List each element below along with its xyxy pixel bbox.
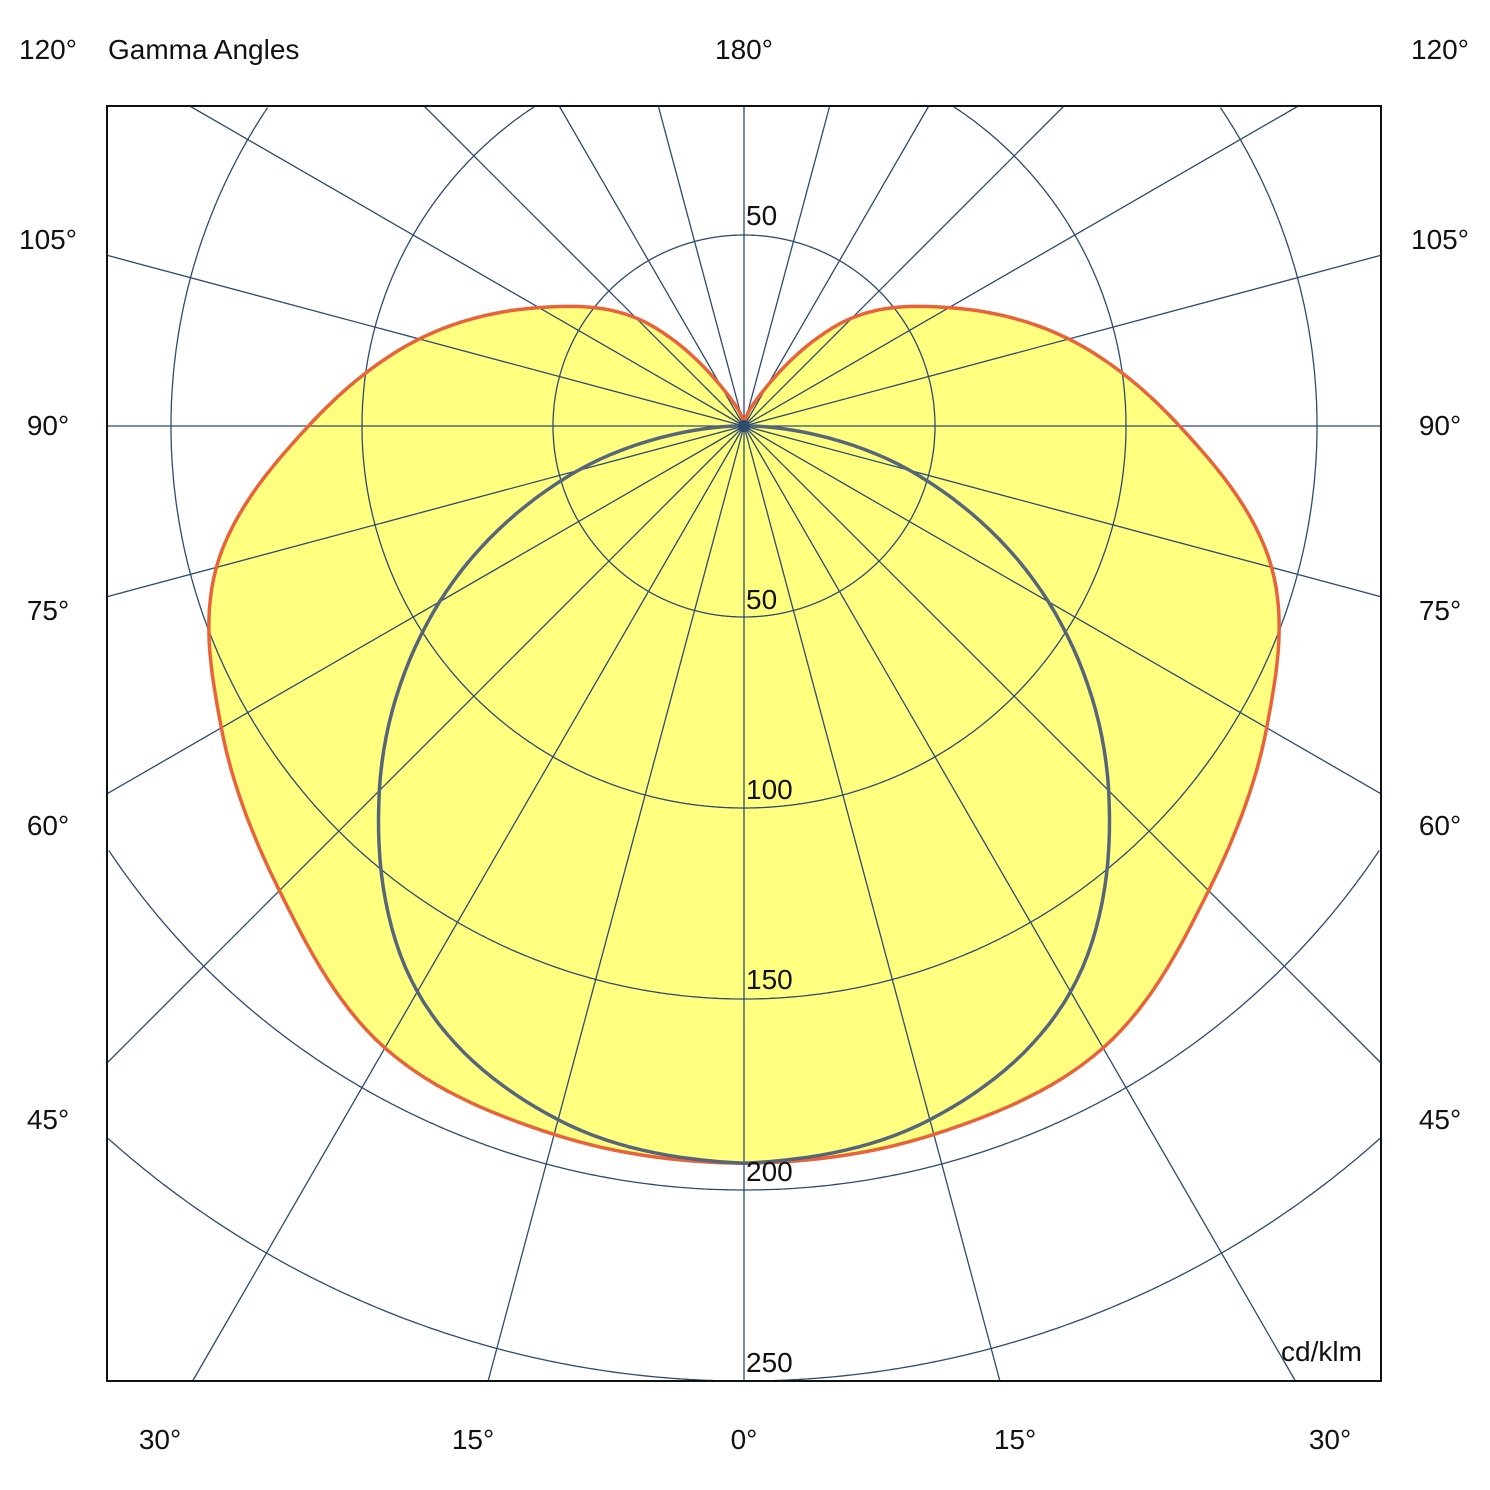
grid-radial-line — [558, 105, 745, 427]
angle-label-left-105: 105° — [19, 224, 77, 255]
angle-label-right-120: 120° — [1411, 34, 1469, 65]
grid-radial-line — [106, 425, 745, 795]
grid-radial-line — [743, 425, 1382, 598]
grid-radial-line — [743, 105, 930, 427]
angle-label-top-180: 180° — [715, 34, 773, 65]
angle-label-bottom-30-right: 30° — [1308, 1424, 1352, 1455]
plot-area — [106, 105, 1382, 1382]
grid-radial-line — [657, 105, 745, 427]
angle-label-bottom-0: 0° — [730, 1424, 758, 1455]
plot-frame — [106, 105, 1382, 1382]
angle-label-right-75: 75° — [1418, 595, 1462, 626]
angle-label-right-105: 105° — [1411, 224, 1469, 255]
grid-radial-line — [423, 105, 745, 427]
grid-radial-line — [106, 425, 745, 1064]
grid-radial-line — [106, 254, 745, 427]
radial-label-top-50: 50 — [746, 200, 778, 231]
angle-label-right-60: 60° — [1418, 810, 1462, 841]
grid-circle-150 — [170, 107, 1318, 1000]
grid-circle-250 — [107, 1138, 1381, 1382]
center-point — [738, 420, 750, 432]
grid-circle-200 — [108, 850, 1380, 1191]
grid-radial-line — [743, 105, 1065, 427]
grid-radial-line — [743, 425, 1382, 1064]
grid-circle-100 — [361, 105, 1127, 809]
angle-label-left-90: 90° — [26, 410, 70, 441]
angle-label-bottom-15-right: 15° — [993, 1424, 1037, 1455]
grid-radial-line — [743, 254, 1382, 427]
unit-label: cd/klm — [1281, 1336, 1362, 1367]
angle-label-left-120: 120° — [19, 34, 77, 65]
grid-radial-line — [743, 425, 1382, 795]
grid-radial-line — [189, 105, 745, 427]
angle-label-left-45: 45° — [26, 1104, 70, 1135]
radial-label-250: 250 — [746, 1347, 793, 1378]
grid-radial-line — [743, 105, 1299, 427]
radial-label-100: 100 — [746, 774, 793, 805]
grid-radial-line — [743, 105, 831, 427]
radial-label-50: 50 — [746, 584, 778, 615]
grid-radial-line — [106, 425, 745, 598]
grid-radial-line — [192, 425, 745, 1382]
angle-label-bottom-15-left: 15° — [451, 1424, 495, 1455]
grid-radial-line — [487, 425, 745, 1382]
radial-label-200: 200 — [746, 1156, 793, 1187]
radial-label-150: 150 — [746, 964, 793, 995]
angle-label-bottom-30-left: 30° — [138, 1424, 182, 1455]
chart-title: Gamma Angles — [108, 34, 300, 65]
angle-label-right-90: 90° — [1418, 410, 1462, 441]
grid-radial-line — [743, 425, 1001, 1382]
angle-label-right-45: 45° — [1418, 1104, 1462, 1135]
angle-label-left-60: 60° — [26, 810, 70, 841]
grid-radial-line — [743, 425, 1296, 1382]
angle-label-left-75: 75° — [26, 595, 70, 626]
